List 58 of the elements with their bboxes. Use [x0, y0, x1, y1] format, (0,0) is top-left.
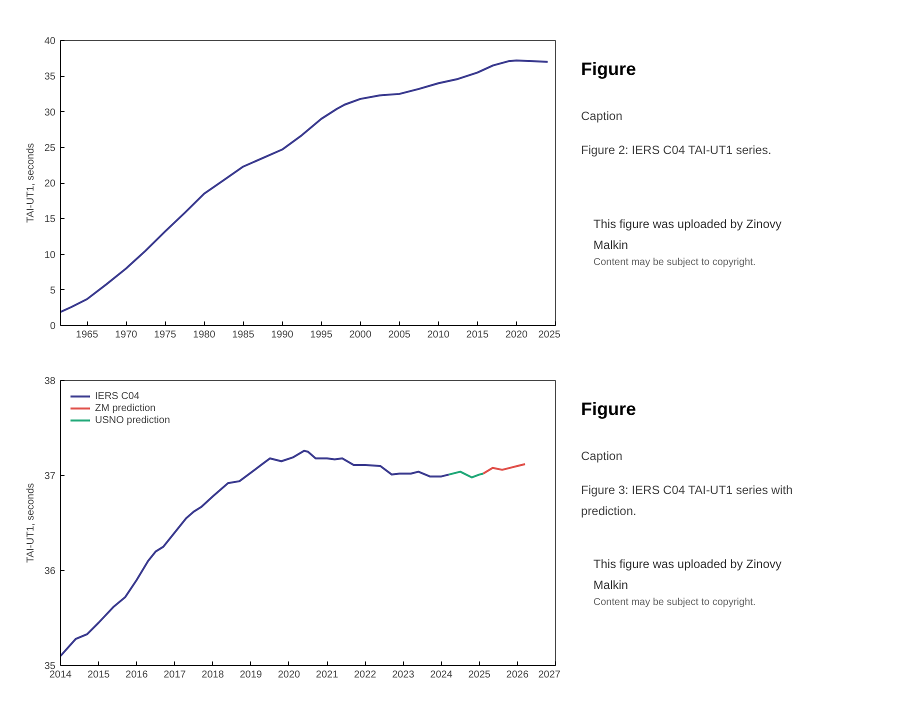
x-tick-label: 1965 [76, 330, 99, 340]
y-tick-label: 35 [44, 661, 56, 672]
text: Figure [581, 59, 636, 79]
x-tick-label: 2017 [164, 670, 186, 680]
x-tick-label: 2024 [430, 670, 453, 680]
x-tick-label: 2000 [349, 330, 372, 340]
x-tick-label: 1990 [271, 330, 294, 340]
y-tick-label: 10 [44, 250, 56, 261]
y-tick-label: 36 [44, 566, 56, 577]
x-tick-label: 2027 [538, 670, 561, 680]
y-tick-label: 38 [44, 376, 56, 387]
x-tick-label: 2025 [468, 670, 491, 680]
y-tick-label: 25 [44, 142, 56, 154]
y-tick-label: 20 [44, 178, 56, 190]
x-tick-label: 2018 [202, 670, 224, 680]
y-axis-title: TAI-UT1, seconds [25, 143, 36, 223]
text: Caption [581, 448, 622, 463]
y-tick-label: 40 [44, 36, 56, 47]
x-tick-label: 2020 [505, 330, 528, 340]
x-tick-label: 1985 [232, 330, 255, 340]
y-tick-label: 5 [50, 285, 56, 296]
x-tick-label: 2014 [49, 670, 72, 680]
y-tick-label: 30 [44, 107, 56, 118]
x-tick-label: 2016 [126, 670, 148, 680]
text: Content may be subject to copyright. [593, 597, 756, 608]
line-series [60, 59, 549, 313]
caption: Figure 3: IERS C04 TAI-UT1 series with prediction. [581, 483, 793, 518]
x-tick-label: 2026 [506, 670, 529, 680]
text: Content may be subject to copyright. [593, 257, 756, 268]
x-tick-label: 2023 [392, 670, 415, 680]
text: This figure was uploaded by Zinovy Malkin [593, 557, 782, 592]
x-tick-label: 2015 [87, 670, 110, 680]
x-tick-label: 2010 [427, 330, 450, 340]
x-tick-label: 2020 [278, 670, 301, 680]
x-tick-label: 2005 [388, 330, 411, 340]
x-tick-label: 1995 [310, 330, 333, 340]
x-tick-label: 1970 [114, 330, 138, 340]
legend-label: USNO prediction [95, 414, 170, 426]
text: Caption [581, 108, 622, 123]
x-tick-label: 2025 [538, 330, 561, 340]
x-tick-label: 2021 [316, 670, 339, 680]
legend-label: IERS C04 [95, 390, 140, 402]
line-series [60, 450, 450, 657]
x-tick-label: 1975 [154, 330, 177, 340]
text: Figure [581, 399, 636, 419]
x-tick-label: 2015 [466, 330, 489, 340]
caption: Figure 2: IERS C04 TAI-UT1 series. [581, 143, 772, 158]
text: This figure was uploaded by Zinovy Malkin [593, 217, 782, 252]
y-tick-label: 15 [44, 214, 56, 226]
line-series [482, 463, 526, 475]
y-tick-label: 37 [44, 471, 56, 482]
x-tick-label: 2019 [240, 670, 262, 680]
x-tick-label: 1980 [193, 330, 216, 340]
legend-label: ZM prediction [95, 402, 156, 414]
y-tick-label: 0 [50, 321, 56, 332]
y-axis-title: TAI-UT1, seconds [25, 483, 36, 563]
y-tick-label: 35 [44, 72, 56, 83]
x-tick-label: 2022 [354, 670, 377, 680]
